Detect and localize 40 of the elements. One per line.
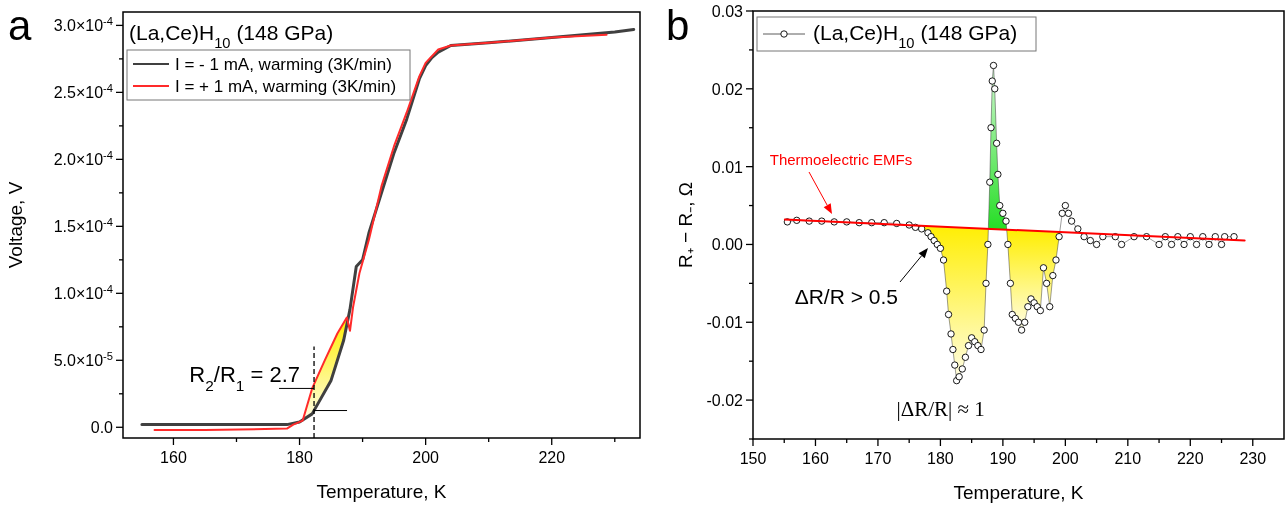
y-tick-label: -0.02 [706, 392, 744, 410]
annotation: ΔR/R > 0.5 [794, 285, 898, 308]
legend-label: (La,Ce)H$_{10}$ (148 GPa) [813, 21, 1018, 51]
y-tick-label: 5.0×10$^{-5}$ [53, 350, 113, 370]
legend-label: I = + 1 mA, warming (3K/min) [175, 77, 397, 96]
x-tick-label: 180 [927, 450, 954, 467]
x-tick-label: 200 [1052, 450, 1079, 467]
x-tick-label: 150 [739, 450, 767, 467]
y-tick-label: -0.01 [706, 314, 744, 332]
x-tick-label: 170 [864, 450, 892, 467]
y-tick-label: 0.01 [711, 158, 744, 176]
annotation: R$_{2}$/R$_{1}$ = 2.7 [189, 362, 301, 394]
y-tick-label: 1.0×10$^{-4}$ [53, 283, 113, 303]
y-tick-label: 3.0×10$^{-4}$ [53, 15, 113, 35]
y-tick-label: 0.0 [90, 419, 114, 437]
legend-label: I = - 1 mA, warming (3K/min) [175, 55, 392, 74]
x-tick-label: 190 [989, 450, 1017, 467]
y-axis-title: R₊ − R₋, Ω [675, 182, 696, 268]
y-tick-label: 0.03 [711, 3, 744, 20]
legend-title: (La,Ce)H$_{10}$ (148 GPa) [129, 21, 334, 51]
x-tick-label: 200 [412, 449, 440, 466]
x-axis-title: Temperature, K [953, 482, 1084, 503]
y-tick-label: 2.0×10$^{-4}$ [53, 149, 113, 169]
x-tick-label: 210 [1114, 450, 1142, 467]
y-tick-label: 0.00 [711, 236, 744, 254]
y-tick-label: 1.5×10$^{-4}$ [53, 216, 113, 236]
x-tick-label: 180 [286, 449, 313, 466]
y-tick-label: 0.02 [711, 80, 744, 98]
chart-title: a [8, 2, 32, 49]
y-axis-title: Voltage, V [5, 181, 26, 269]
y-tick-label: 2.5×10$^{-4}$ [53, 82, 113, 102]
x-tick-label: 160 [160, 449, 187, 466]
annotation: Thermoelectric EMFs [769, 151, 913, 168]
x-axis-title: Temperature, K [316, 481, 447, 502]
annotation: |ΔR/R| ≈ 1 [896, 396, 985, 421]
chart-title: b [666, 2, 690, 49]
x-tick-label: 230 [1239, 450, 1267, 467]
x-tick-label: 220 [1176, 450, 1204, 467]
x-tick-label: 220 [538, 449, 566, 466]
x-tick-label: 160 [802, 450, 829, 467]
